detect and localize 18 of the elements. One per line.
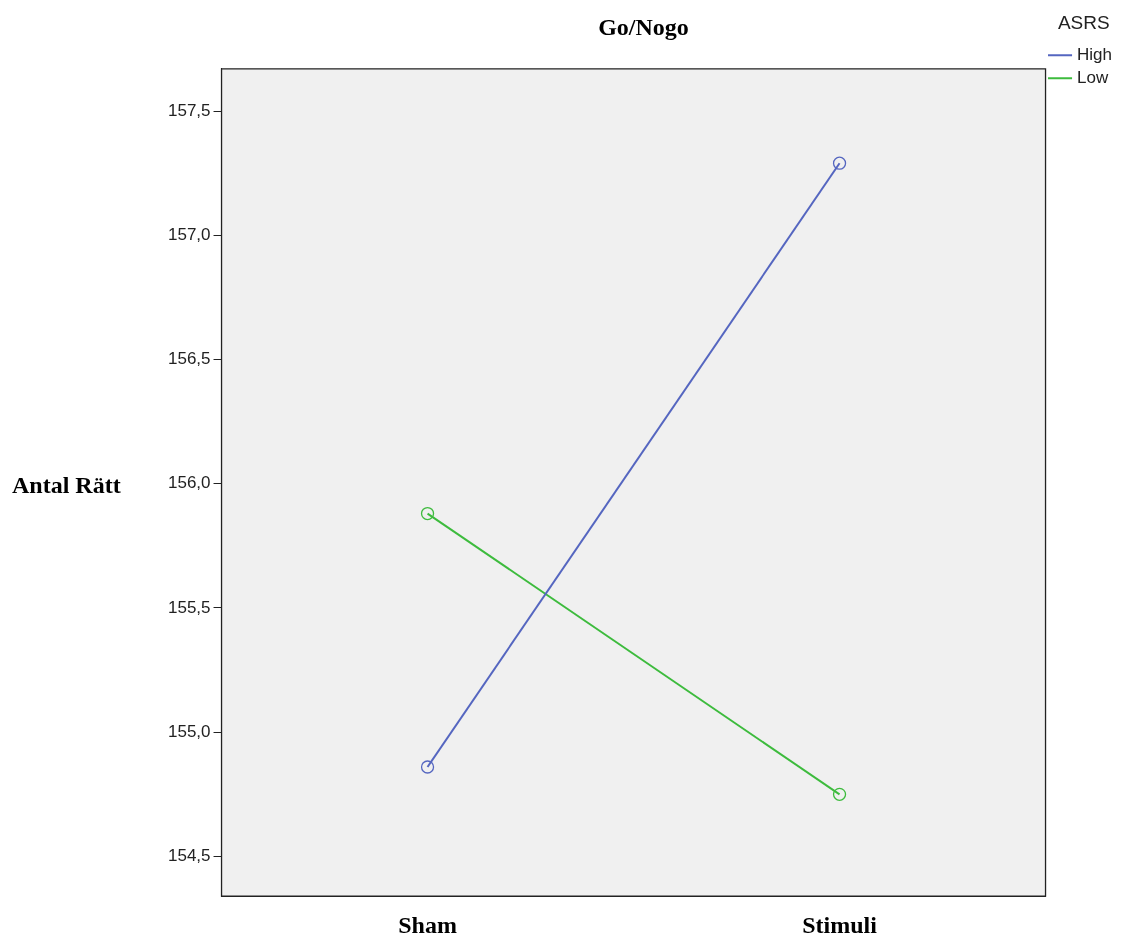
x-tick-label: Sham	[398, 911, 457, 938]
y-tick-label: 155,0	[167, 721, 211, 741]
point	[420, 760, 435, 774]
point	[832, 156, 847, 170]
legend-label: High	[1077, 44, 1113, 64]
legend-title: ASRS	[1057, 11, 1110, 33]
point	[832, 787, 847, 801]
y-tick-label: 156,5	[167, 349, 211, 369]
y-tick-label: 154,5	[167, 846, 211, 866]
y-axis-title: Antal Rätt	[12, 471, 121, 498]
y-tick-label: 156,0	[167, 473, 211, 493]
x-tick-label: Stimuli	[802, 911, 878, 938]
y-tick-label: 157,5	[167, 100, 211, 120]
y-tick-label: 157,0	[167, 224, 211, 244]
chart-title: Go/Nogo	[598, 13, 689, 40]
point	[420, 506, 435, 521]
legend-label: Low	[1077, 67, 1109, 87]
y-tick-label: 155,5	[167, 597, 211, 617]
